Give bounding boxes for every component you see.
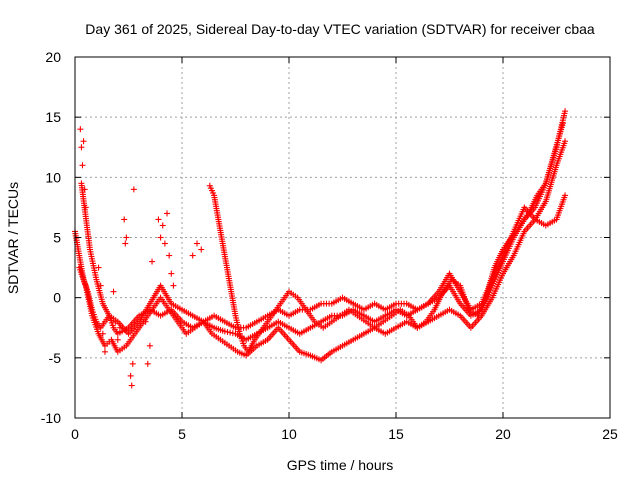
data-point-early-bursts [110, 288, 117, 295]
x-tick-label: 25 [602, 426, 618, 442]
data-point-early-bursts [128, 382, 135, 389]
data-point-early-bursts [82, 204, 89, 211]
data-points [72, 108, 569, 389]
chart-title: Day 361 of 2025, Sidereal Day-to-day VTE… [85, 21, 595, 37]
x-tick-label: 5 [178, 426, 186, 442]
data-point-early-bursts [121, 216, 128, 223]
data-point-early-bursts [77, 126, 84, 133]
y-tick-label: -5 [49, 350, 62, 366]
data-point-early-bursts [79, 162, 86, 169]
data-point-track-a [224, 328, 231, 335]
data-point-track-b [562, 138, 569, 145]
data-point-track-a [229, 330, 236, 337]
data-point-early-bursts [81, 186, 88, 193]
y-tick-label: -10 [41, 410, 61, 426]
data-point-early-bursts [101, 348, 108, 355]
data-point-track-d [559, 120, 566, 127]
x-tick-label: 20 [495, 426, 511, 442]
data-point-early-bursts [193, 240, 200, 247]
data-point-early-bursts [95, 264, 102, 271]
data-point-track-a [562, 108, 569, 115]
data-point-early-bursts [155, 216, 162, 223]
data-point-track-a [227, 329, 234, 336]
data-point-early-bursts [99, 330, 106, 337]
y-tick-label: 5 [53, 230, 61, 246]
x-tick-label: 0 [71, 426, 79, 442]
axis-ticks [74, 56, 611, 419]
data-point-early-bursts [97, 282, 104, 289]
x-axis-label: GPS time / hours [287, 457, 394, 473]
y-tick-label: 10 [45, 169, 61, 185]
data-point-early-bursts [149, 258, 156, 265]
data-point-early-bursts [198, 246, 205, 253]
x-tick-label: 15 [388, 426, 404, 442]
data-point-early-bursts [159, 222, 166, 229]
data-point-early-bursts [112, 318, 119, 325]
y-tick-label: 20 [45, 49, 61, 65]
data-point-early-bursts [123, 234, 130, 241]
data-point-early-bursts [161, 240, 168, 247]
data-point-early-bursts [129, 360, 136, 367]
data-point-early-bursts [144, 360, 151, 367]
grid-lines [75, 57, 610, 418]
data-point-early-bursts [164, 210, 171, 217]
data-point-early-bursts [80, 138, 87, 145]
y-tick-label: 0 [53, 290, 61, 306]
data-point-early-bursts [189, 252, 196, 259]
data-point-early-bursts [122, 240, 129, 247]
y-tick-label: 15 [45, 109, 61, 125]
x-tick-label: 10 [281, 426, 297, 442]
data-point-early-bursts [166, 252, 173, 259]
data-point-early-bursts [142, 318, 149, 325]
data-point-early-bursts [116, 324, 123, 331]
data-point-early-bursts [130, 186, 137, 193]
data-point-early-bursts [146, 342, 153, 349]
data-point-track-a [221, 328, 228, 335]
tick-labels: 0 5 10 15 20 25 -10 -5 0 5 10 15 20 [41, 49, 618, 442]
y-axis-label: SDTVAR / TECUs [5, 182, 21, 294]
data-point-early-bursts [157, 234, 164, 241]
data-point-early-bursts [168, 270, 175, 277]
data-point-early-bursts [114, 336, 121, 343]
data-point-early-bursts [78, 144, 85, 151]
data-point-early-bursts [170, 282, 177, 289]
data-point-track-c [562, 192, 569, 199]
data-point-early-bursts [127, 372, 134, 379]
